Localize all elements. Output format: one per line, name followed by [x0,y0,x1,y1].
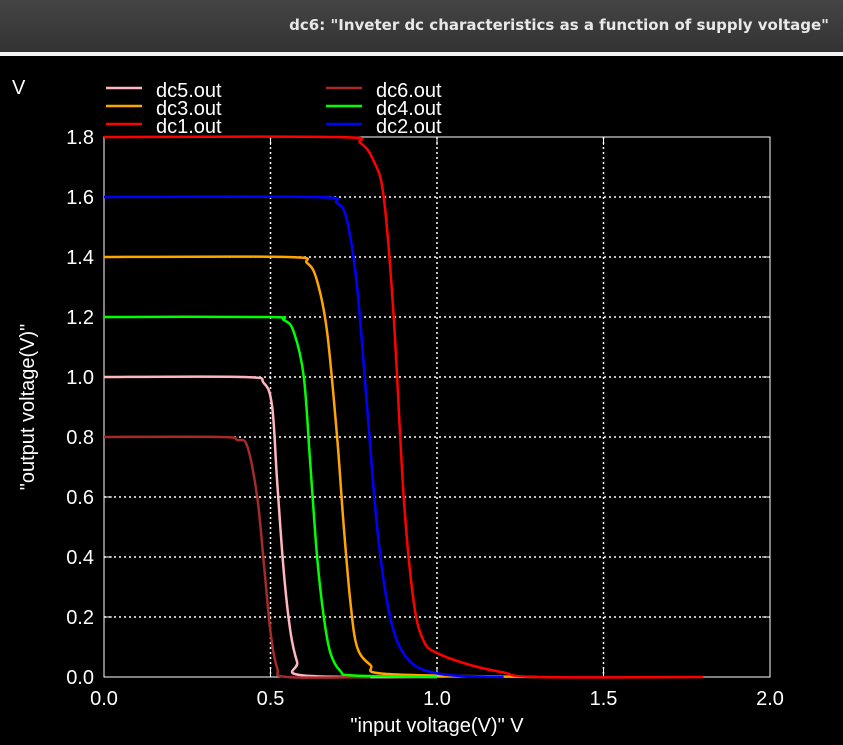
legend: dc5.out dc6.out dc3.out dc4.out dc1.out dc2.o… [106,80,442,138]
y-tick-label: 1.0 [66,367,94,389]
x-tick-label: 1.5 [590,688,618,710]
series-line-dc4-out [103,315,438,679]
y-tick-label: 1.8 [66,127,94,149]
x-tick-label: 1.0 [423,688,451,710]
titlebar-separator [0,52,843,56]
legend-label: dc3.out [156,98,222,120]
series-line-dc2-out [103,195,504,679]
plot-background [0,56,843,745]
series-line-dc6-out [103,435,371,679]
legend-label: dc2.out [376,116,442,138]
series-line-dc5-out [103,375,438,679]
axis-ticks: 0.0 0.5 1.0 1.5 2.0 0.0 0.2 0.4 0.6 0.8 1.0 1.2 1.4 1… [66,127,784,710]
y-tick-label: 0.0 [66,667,94,689]
legend-label: dc5.out [156,80,222,102]
series-line-dc3-out [103,255,537,679]
y-tick-label: 1.4 [66,247,94,269]
y-tick-label: 1.6 [66,187,94,209]
x-tick-label: 2.0 [756,688,784,710]
legend-label: dc1.out [156,116,222,138]
y-tick-label: 1.2 [66,307,94,329]
series-line-dc1-out [103,135,704,679]
y-tick-label: 0.8 [66,427,94,449]
legend-label: dc4.out [376,98,442,120]
x-tick-label: 0.0 [90,688,118,710]
series-lines [103,135,704,679]
window-titlebar: dc6: "Inveter dc characteristics as a fu… [0,0,843,52]
y-unit-label: V [12,77,26,99]
legend-label: dc6.out [376,80,442,102]
window-title: dc6: "Inveter dc characteristics as a fu… [289,16,829,34]
y-tick-label: 0.6 [66,487,94,509]
y-tick-label: 0.4 [66,547,94,569]
y-axis-label: "output voltage(V)" [17,324,39,491]
x-axis-label: "input voltage(V)" V [350,715,524,737]
inverter-dc-chart: 0.0 0.5 1.0 1.5 2.0 0.0 0.2 0.4 0.6 0.8 1.0 1.2 1.4 1… [0,56,843,745]
y-tick-label: 0.2 [66,607,94,629]
x-tick-label: 0.5 [257,688,285,710]
